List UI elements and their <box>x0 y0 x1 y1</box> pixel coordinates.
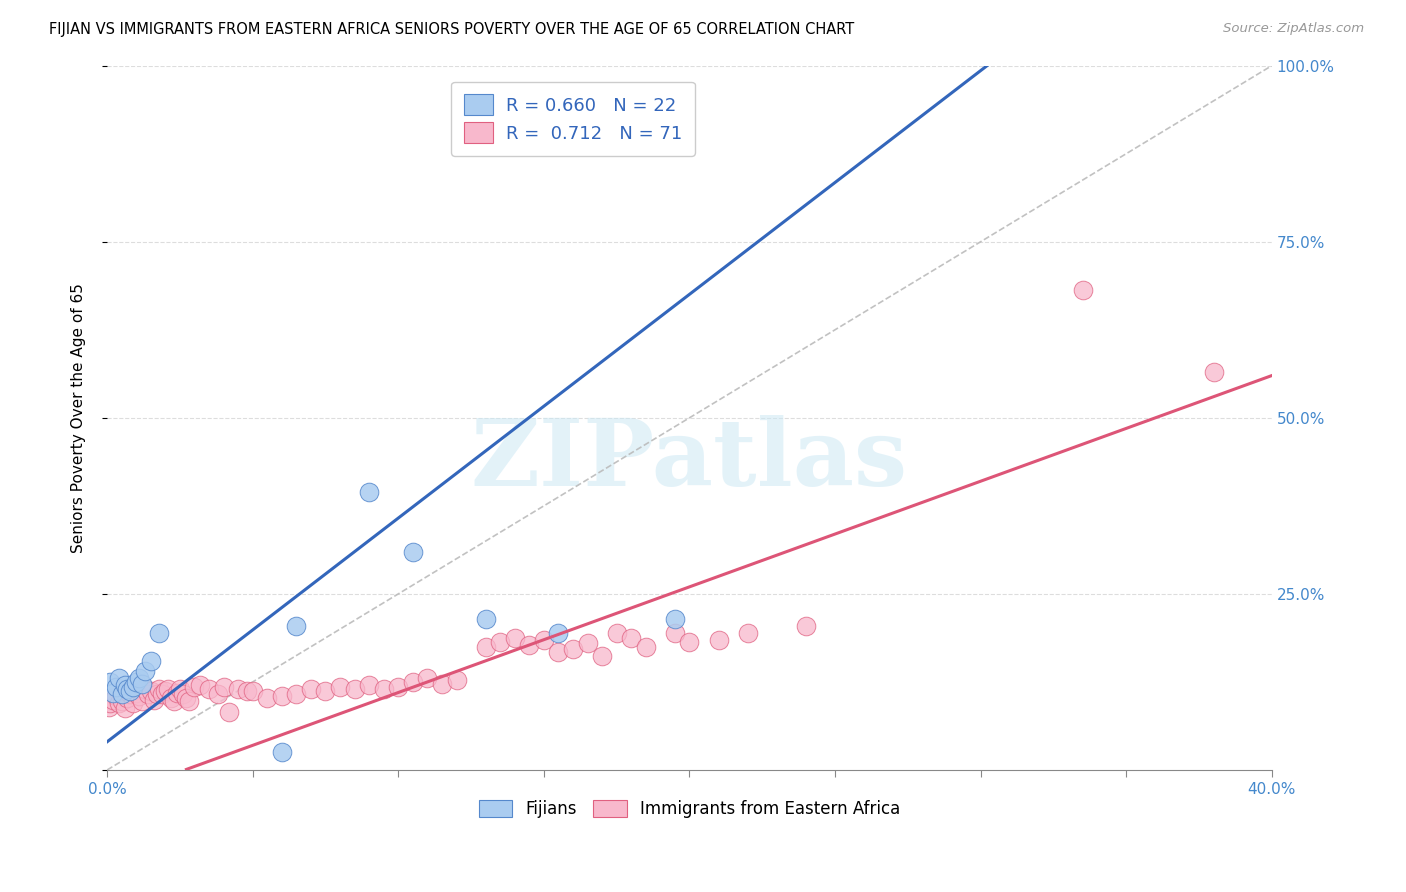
Text: FIJIAN VS IMMIGRANTS FROM EASTERN AFRICA SENIORS POVERTY OVER THE AGE OF 65 CORR: FIJIAN VS IMMIGRANTS FROM EASTERN AFRICA… <box>49 22 855 37</box>
Point <box>163 694 186 708</box>
Point <box>212 680 235 694</box>
Point <box>402 544 425 558</box>
Point <box>634 640 657 654</box>
Point <box>591 648 613 663</box>
Point <box>177 694 200 708</box>
Point <box>107 696 129 710</box>
Point <box>737 625 759 640</box>
Point <box>329 680 352 694</box>
Point <box>114 678 136 692</box>
Point <box>533 632 555 647</box>
Point <box>446 673 468 687</box>
Point <box>134 681 156 696</box>
Point <box>620 631 643 645</box>
Point <box>256 691 278 706</box>
Point <box>270 689 292 703</box>
Point <box>107 672 129 686</box>
Point <box>576 636 599 650</box>
Point <box>198 681 221 696</box>
Point <box>285 618 308 632</box>
Point <box>148 681 170 696</box>
Point <box>120 684 142 698</box>
Y-axis label: Seniors Poverty Over the Age of 65: Seniors Poverty Over the Age of 65 <box>72 283 86 553</box>
Point <box>172 687 194 701</box>
Point <box>359 678 381 692</box>
Point <box>387 680 409 694</box>
Point <box>343 681 366 696</box>
Point <box>430 677 453 691</box>
Point <box>242 684 264 698</box>
Point <box>131 694 153 708</box>
Point <box>131 677 153 691</box>
Point <box>98 696 121 710</box>
Point <box>489 635 512 649</box>
Point <box>678 635 700 649</box>
Point <box>145 687 167 701</box>
Point <box>174 691 197 706</box>
Point <box>101 692 124 706</box>
Point <box>474 611 496 625</box>
Point <box>155 684 177 698</box>
Point <box>606 625 628 640</box>
Point <box>664 625 686 640</box>
Point <box>218 705 240 719</box>
Point <box>101 685 124 699</box>
Point <box>359 484 381 499</box>
Point <box>416 672 439 686</box>
Point <box>128 672 150 686</box>
Point <box>104 680 127 694</box>
Point <box>169 681 191 696</box>
Point <box>188 678 211 692</box>
Point <box>122 680 145 694</box>
Point <box>285 687 308 701</box>
Point <box>183 680 205 694</box>
Text: ZIPatlas: ZIPatlas <box>471 415 908 505</box>
Point <box>166 685 188 699</box>
Point <box>125 675 148 690</box>
Point <box>98 675 121 690</box>
Point <box>152 687 174 701</box>
Point <box>97 699 120 714</box>
Point <box>120 687 142 701</box>
Point <box>111 694 134 708</box>
Point <box>111 687 134 701</box>
Point <box>547 625 569 640</box>
Point <box>114 701 136 715</box>
Point <box>664 611 686 625</box>
Point <box>134 665 156 679</box>
Point <box>402 675 425 690</box>
Point <box>142 692 165 706</box>
Point <box>207 687 229 701</box>
Point <box>139 684 162 698</box>
Point <box>314 684 336 698</box>
Point <box>373 681 395 696</box>
Point <box>517 638 540 652</box>
Point <box>503 631 526 645</box>
Point <box>226 681 249 696</box>
Legend: Fijians, Immigrants from Eastern Africa: Fijians, Immigrants from Eastern Africa <box>472 794 907 825</box>
Text: Source: ZipAtlas.com: Source: ZipAtlas.com <box>1223 22 1364 36</box>
Point <box>122 696 145 710</box>
Point <box>547 645 569 659</box>
Point <box>157 681 180 696</box>
Point <box>117 691 139 706</box>
Point <box>474 640 496 654</box>
Point <box>117 681 139 696</box>
Point <box>128 689 150 703</box>
Point <box>148 625 170 640</box>
Point <box>236 684 259 698</box>
Point <box>136 687 159 701</box>
Point <box>160 691 183 706</box>
Point <box>707 632 730 647</box>
Point <box>1071 283 1094 297</box>
Point <box>1202 365 1225 379</box>
Point <box>562 641 585 656</box>
Point <box>794 618 817 632</box>
Point <box>104 689 127 703</box>
Point <box>139 654 162 668</box>
Point <box>270 745 292 759</box>
Point <box>125 685 148 699</box>
Point <box>299 681 322 696</box>
